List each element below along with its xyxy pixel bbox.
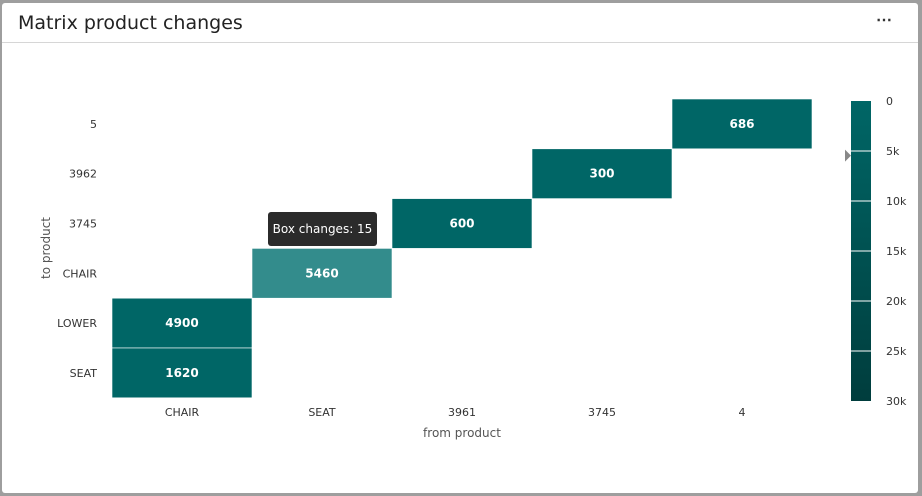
x-tick-label: 3745 — [588, 406, 616, 419]
heatmap-cell[interactable] — [531, 148, 673, 199]
panel-title: Matrix product changes — [18, 12, 243, 34]
heatmap-cell[interactable] — [671, 98, 813, 150]
colorbar-tick-label: 5k — [886, 145, 900, 158]
heatmap-cell[interactable] — [251, 248, 393, 299]
heatmap-cell[interactable] — [391, 198, 533, 249]
heatmap-cell[interactable] — [111, 347, 253, 399]
x-tick-label: SEAT — [308, 406, 336, 419]
cell-value-label: 1620 — [165, 366, 198, 380]
colorbar-tick-label: 30k — [886, 395, 907, 408]
y-tick-label: 3745 — [69, 218, 97, 231]
y-tick-label: CHAIR — [63, 267, 98, 280]
cell-value-label: 600 — [449, 217, 474, 231]
colorbar-indicator-icon — [845, 149, 851, 162]
y-tick-label: 3962 — [69, 168, 97, 181]
cell-value-label: 5460 — [305, 266, 338, 280]
colorbar-tick-label: 15k — [886, 245, 907, 258]
tooltip: Box changes: 15 — [268, 212, 377, 246]
panel-header: Matrix product changes ⋯ — [2, 3, 918, 43]
x-tick-label: 4 — [739, 406, 746, 419]
y-axis-label: to product — [39, 217, 53, 279]
cell-value-label: 686 — [729, 117, 754, 131]
y-tick-label: LOWER — [57, 317, 97, 330]
colorbar-tick-label: 0 — [886, 95, 893, 108]
colorbar-tick-label: 10k — [886, 195, 907, 208]
x-tick-label: 3961 — [448, 406, 476, 419]
y-tick-label: 5 — [90, 118, 97, 131]
colorbar-tick-label: 20k — [886, 295, 907, 308]
y-tick-label: SEAT — [70, 367, 98, 380]
colorbar-tick-label: 25k — [886, 345, 907, 358]
x-axis-label: from product — [423, 426, 501, 440]
more-options-icon[interactable]: ⋯ — [876, 12, 892, 29]
cell-value-label: 4900 — [165, 316, 198, 330]
x-tick-label: CHAIR — [165, 406, 200, 419]
heatmap-cell[interactable] — [111, 297, 253, 349]
cell-value-label: 300 — [589, 167, 614, 181]
